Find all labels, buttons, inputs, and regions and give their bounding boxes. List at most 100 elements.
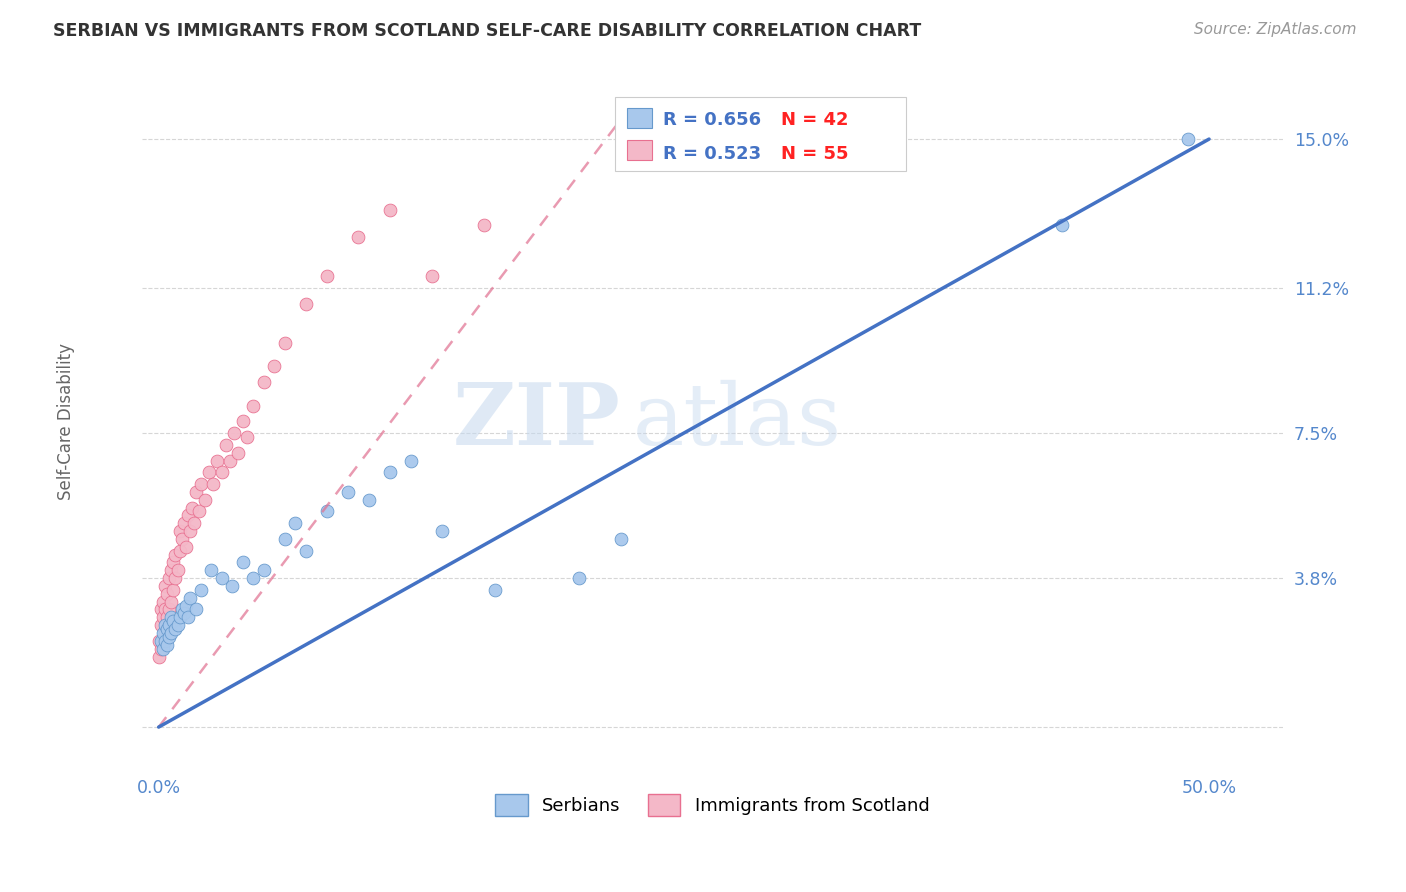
- Point: [263, 359, 285, 374]
- Point: [211, 571, 233, 585]
- Point: [183, 516, 205, 531]
- Point: [173, 607, 195, 621]
- Point: [221, 579, 243, 593]
- Point: [153, 626, 176, 640]
- Text: atlas: atlas: [633, 380, 841, 463]
- Point: [228, 445, 250, 459]
- Point: [166, 618, 188, 632]
- Point: [273, 335, 295, 350]
- Point: [315, 269, 337, 284]
- Point: [166, 563, 188, 577]
- Point: [162, 614, 184, 628]
- Point: [186, 602, 208, 616]
- Text: R = 0.523: R = 0.523: [664, 145, 761, 163]
- Point: [190, 582, 212, 597]
- Point: [253, 375, 276, 389]
- Point: [378, 465, 401, 479]
- Point: [202, 477, 225, 491]
- Point: [1050, 219, 1073, 233]
- Point: [174, 540, 197, 554]
- Point: [472, 219, 495, 233]
- Point: [181, 500, 204, 515]
- Point: [1177, 132, 1199, 146]
- Point: [160, 563, 183, 577]
- Point: [152, 633, 174, 648]
- Point: [347, 230, 370, 244]
- Point: [232, 556, 254, 570]
- Text: Source: ZipAtlas.com: Source: ZipAtlas.com: [1194, 22, 1357, 37]
- Text: R = 0.656: R = 0.656: [664, 111, 761, 129]
- Point: [207, 453, 229, 467]
- Point: [284, 516, 307, 531]
- Point: [149, 618, 172, 632]
- Point: [294, 543, 316, 558]
- Point: [420, 269, 443, 284]
- FancyBboxPatch shape: [616, 96, 905, 171]
- Point: [149, 641, 172, 656]
- Point: [187, 504, 209, 518]
- Point: [153, 579, 176, 593]
- Point: [170, 532, 193, 546]
- Point: [253, 563, 276, 577]
- Point: [378, 202, 401, 217]
- Point: [215, 438, 238, 452]
- Legend: Serbians, Immigrants from Scotland: Serbians, Immigrants from Scotland: [486, 785, 938, 825]
- Point: [242, 399, 264, 413]
- Point: [174, 599, 197, 613]
- Point: [152, 626, 174, 640]
- Point: [165, 548, 187, 562]
- Y-axis label: Self-Care Disability: Self-Care Disability: [58, 343, 75, 500]
- Point: [157, 630, 180, 644]
- FancyBboxPatch shape: [627, 140, 652, 161]
- Point: [294, 296, 316, 310]
- Point: [153, 633, 176, 648]
- Point: [149, 602, 172, 616]
- Point: [165, 622, 187, 636]
- Point: [157, 602, 180, 616]
- FancyBboxPatch shape: [627, 108, 652, 128]
- Point: [162, 556, 184, 570]
- Point: [148, 633, 170, 648]
- Point: [156, 622, 179, 636]
- Point: [177, 610, 200, 624]
- Point: [219, 453, 242, 467]
- Point: [273, 532, 295, 546]
- Point: [160, 610, 183, 624]
- Point: [198, 465, 221, 479]
- Point: [162, 582, 184, 597]
- Point: [149, 633, 172, 648]
- Point: [153, 602, 176, 616]
- Point: [179, 591, 201, 605]
- Point: [160, 594, 183, 608]
- Text: SERBIAN VS IMMIGRANTS FROM SCOTLAND SELF-CARE DISABILITY CORRELATION CHART: SERBIAN VS IMMIGRANTS FROM SCOTLAND SELF…: [53, 22, 922, 40]
- Point: [315, 504, 337, 518]
- Point: [156, 638, 179, 652]
- Point: [242, 571, 264, 585]
- Point: [432, 524, 454, 538]
- Point: [160, 626, 183, 640]
- Point: [236, 430, 259, 444]
- Point: [157, 618, 180, 632]
- Point: [200, 563, 222, 577]
- Point: [156, 587, 179, 601]
- Text: N = 55: N = 55: [780, 145, 848, 163]
- Point: [179, 524, 201, 538]
- Point: [568, 571, 591, 585]
- Point: [165, 571, 187, 585]
- Point: [357, 492, 380, 507]
- Point: [152, 641, 174, 656]
- Point: [177, 508, 200, 523]
- Point: [224, 426, 246, 441]
- Point: [211, 465, 233, 479]
- Point: [157, 571, 180, 585]
- Point: [186, 484, 208, 499]
- Point: [152, 610, 174, 624]
- Point: [153, 618, 176, 632]
- Point: [232, 414, 254, 428]
- Point: [194, 492, 217, 507]
- Text: N = 42: N = 42: [780, 111, 848, 129]
- Point: [156, 610, 179, 624]
- Point: [169, 610, 191, 624]
- Point: [169, 543, 191, 558]
- Text: ZIP: ZIP: [453, 379, 621, 463]
